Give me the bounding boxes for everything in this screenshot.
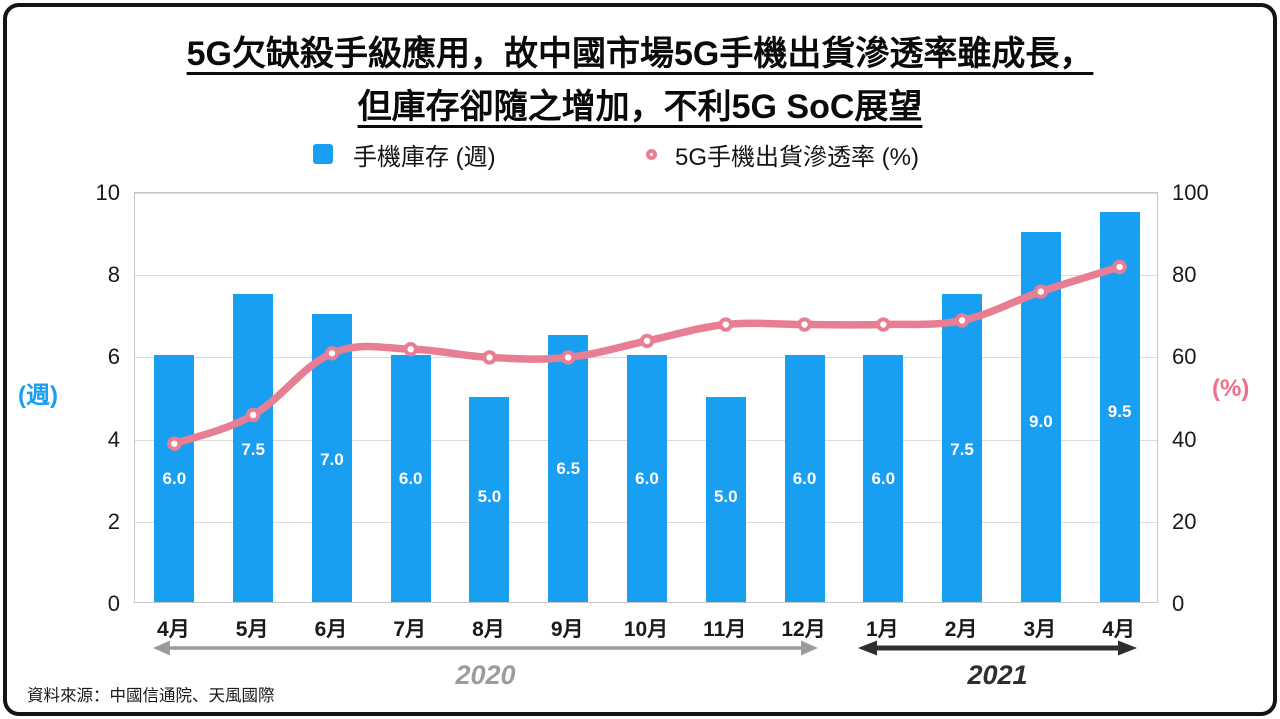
left-axis-tick: 0: [107, 591, 120, 616]
chart-title-line1: 5G欠缺殺手級應用，故中國市場5G手機出貨滲透率雖成長，: [186, 35, 1094, 73]
legend-item-penetration: 5G手機出貨滲透率 (%): [646, 140, 919, 171]
arrowhead-icon: [801, 640, 818, 656]
legend-item-inventory: 手機庫存 (週): [313, 140, 496, 171]
right-axis-tick: 40: [1172, 426, 1197, 452]
left-axis-tick: 6: [107, 344, 120, 370]
inventory-bar: 9.5: [1099, 211, 1140, 602]
gridline: [135, 275, 1157, 277]
period-year-label: 2020: [455, 660, 516, 690]
arrowhead-icon: [153, 640, 170, 656]
bar-value-label: 9.5: [1107, 402, 1132, 422]
inventory-bar: 7.5: [942, 293, 983, 602]
bar-value-label: 7.0: [320, 449, 344, 469]
inventory-bar: 6.5: [548, 334, 589, 602]
bar-value-label: 6.5: [556, 459, 581, 479]
legend-label-penetration: 5G手機出貨滲透率 (%): [675, 143, 920, 171]
chart-title: 5G欠缺殺手級應用，故中國市場5G手機出貨滲透率雖成長， 但庫存卻隨之增加，不利…: [0, 28, 1280, 134]
inventory-bar: 6.0: [863, 355, 904, 602]
bar-value-label: 7.5: [950, 440, 974, 460]
left-axis-unit-label: (週): [18, 382, 58, 409]
right-axis-unit-label: (%): [1212, 375, 1250, 402]
source-note: 資料來源：中國信通院、天風國際: [27, 687, 275, 705]
right-axis-tick: 20: [1172, 508, 1197, 534]
line-marker-icon: [245, 407, 261, 423]
bar-value-label: 6.0: [162, 468, 187, 488]
bar-value-label: 5.0: [477, 487, 502, 507]
inventory-bar: 6.0: [627, 355, 667, 602]
x-axis-label: 2月: [944, 618, 978, 641]
line-marker-icon: [403, 341, 418, 357]
left-axis-tick: 4: [107, 426, 120, 452]
line-marker-icon: [1033, 284, 1049, 299]
right-axis-tick: 0: [1172, 591, 1185, 616]
line-marker-icon: [561, 350, 576, 365]
line-marker-icon: [718, 317, 733, 332]
line-marker-icon: [876, 317, 891, 332]
bar-value-label: 6.0: [792, 468, 817, 488]
right-axis-tick: 80: [1172, 262, 1197, 288]
line-marker-icon: [482, 350, 497, 365]
line-marker-icon: [797, 317, 812, 332]
x-axis-label: 10月: [623, 618, 669, 641]
line-marker-icon: [1112, 259, 1127, 275]
arrowhead-icon: [1118, 640, 1137, 656]
x-axis-label: 6月: [314, 618, 348, 641]
bar-value-label: 9.0: [1029, 411, 1053, 431]
bar-value-label: 6.0: [635, 468, 659, 488]
bar-series-swatch-icon: [313, 144, 333, 164]
right-axis-tick: 60: [1172, 344, 1197, 370]
x-axis-label: 4月: [1102, 618, 1135, 641]
x-axis-label: 3月: [1023, 618, 1057, 641]
bar-value-label: 7.5: [241, 440, 265, 460]
inventory-bar: 6.0: [390, 355, 431, 602]
penetration-line: [167, 259, 1127, 451]
gridline: [135, 193, 1157, 194]
x-axis-label: 1月: [865, 618, 899, 641]
x-axis-label: 7月: [393, 618, 427, 641]
bar-value-label: 6.0: [871, 468, 896, 488]
x-axis-label: 8月: [472, 618, 505, 641]
inventory-bar: 6.0: [784, 355, 825, 602]
bar-value-label: 6.0: [398, 468, 423, 488]
line-series-marker-icon: [646, 148, 657, 160]
line-marker-icon: [324, 346, 340, 361]
bar-value-label: 5.0: [713, 487, 738, 507]
line-marker-icon: [954, 313, 970, 328]
line-marker-icon: [639, 333, 655, 349]
line-marker-icon: [167, 436, 182, 451]
x-axis-label: 11月: [703, 618, 747, 641]
plot-area: 6.0 7.5 7.0 6.0 5.0 6.5 6.0 5.0 6.0 6.0 7.5 9.0 9.5: [134, 192, 1158, 603]
x-axis-label: 5月: [235, 618, 269, 641]
right-axis-tick: 100: [1172, 180, 1209, 205]
inventory-bar: 5.0: [469, 396, 510, 602]
left-axis-tick: 8: [107, 262, 120, 288]
period-arrows: [153, 640, 1137, 656]
legend-label-inventory: 手機庫存 (週): [353, 143, 496, 171]
inventory-bar: 5.0: [705, 396, 746, 602]
inventory-bar: 7.5: [233, 293, 274, 602]
left-axis-tick: 2: [107, 508, 120, 534]
x-axis-label: 4月: [157, 618, 190, 641]
chart-title-line2: 但庫存卻隨之增加，不利5G SoC展望: [357, 88, 923, 126]
period-year-label: 2021: [967, 660, 1028, 690]
arrowhead-icon: [858, 640, 877, 656]
x-axis-label: 12月: [781, 618, 826, 641]
left-axis-tick: 10: [95, 180, 120, 205]
inventory-bar: 6.0: [154, 355, 195, 602]
legend: 手機庫存 (週) 5G手機出貨滲透率 (%): [0, 140, 1280, 171]
x-axis-label: 9月: [550, 618, 584, 641]
